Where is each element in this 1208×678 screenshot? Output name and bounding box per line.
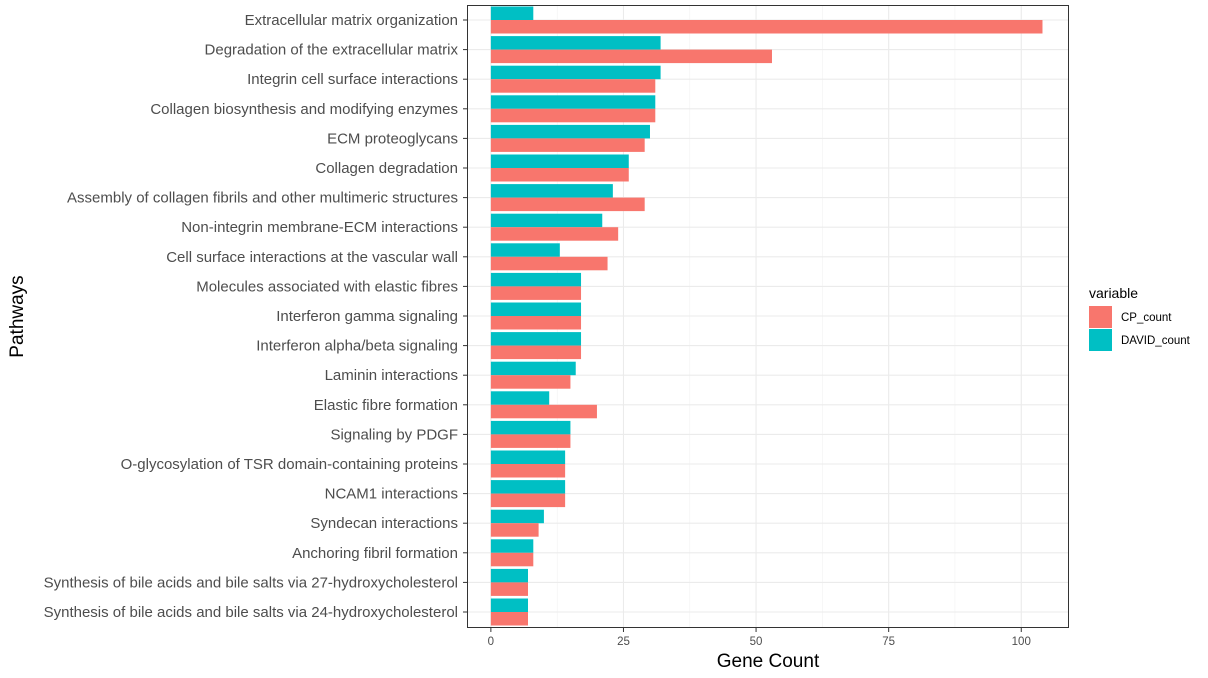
- bar-cp-count: [490, 168, 629, 182]
- category-labels: Extracellular matrix organization Degrada…: [44, 12, 459, 621]
- category-label: Syndecan interactions: [310, 515, 458, 532]
- category-label: Interferon gamma signaling: [276, 308, 458, 325]
- category-label: Integrin cell surface interactions: [247, 71, 458, 88]
- category-label: Collagen biosynthesis and modifying enzy…: [150, 101, 458, 118]
- legend-key-david-count: [1089, 329, 1112, 351]
- bar-cp-count: [490, 20, 1043, 34]
- category-label: Cell surface interactions at the vascula…: [166, 249, 458, 266]
- bar-david-count: [490, 36, 661, 50]
- category-label: Synthesis of bile acids and bile salts v…: [44, 604, 458, 621]
- x-tick-label: 25: [617, 636, 630, 648]
- category-label: O-glycosylation of TSR domain-containing…: [121, 456, 458, 473]
- bar-david-count: [490, 272, 582, 287]
- bar-cp-count: [490, 286, 582, 300]
- y-axis-title: Pathways: [7, 275, 28, 357]
- bar-david-count: [490, 568, 528, 583]
- bar-cp-count: [490, 227, 619, 241]
- bar-cp-count: [490, 404, 597, 419]
- bar-david-count: [490, 6, 534, 20]
- bar-david-count: [490, 480, 566, 494]
- bar-cp-count: [490, 108, 656, 123]
- category-label: Molecules associated with elastic fibres: [196, 278, 458, 295]
- bar-cp-count: [490, 434, 571, 448]
- category-label: Signaling by PDGF: [330, 426, 458, 443]
- bar-david-count: [490, 450, 566, 464]
- bar-cp-count: [490, 79, 656, 93]
- category-label: NCAM1 interactions: [325, 486, 458, 503]
- bar-david-count: [490, 598, 528, 612]
- bar-david-count: [490, 302, 582, 316]
- bar-cp-count: [490, 375, 571, 389]
- category-label: Anchoring fibril formation: [292, 545, 458, 562]
- category-label: Extracellular matrix organization: [245, 12, 458, 29]
- bar-cp-count: [490, 49, 772, 64]
- bar-cp-count: [490, 612, 528, 626]
- category-label: Laminin interactions: [325, 367, 458, 384]
- bar-david-count: [490, 65, 661, 80]
- bar-cp-count: [490, 464, 566, 478]
- bar-cp-count: [490, 256, 608, 271]
- bar-david-count: [490, 509, 544, 524]
- legend-label-cp-count: CP_count: [1121, 312, 1172, 324]
- bar-david-count: [490, 361, 576, 376]
- plot-panel-border: [467, 5, 1069, 628]
- bar-david-count: [490, 243, 560, 257]
- category-label: Assembly of collagen fibrils and other m…: [67, 190, 458, 207]
- bar-cp-count: [490, 345, 582, 360]
- legend: variable CP_count DAVID_count: [1089, 285, 1191, 351]
- bar-david-count: [490, 95, 656, 109]
- bar-david-count: [490, 539, 534, 553]
- bar-cp-count: [490, 552, 534, 567]
- x-tick-label: 0: [488, 636, 494, 648]
- x-axis-title: Gene Count: [717, 651, 820, 672]
- x-tick-label: 75: [882, 636, 895, 648]
- category-label: Degradation of the extracellular matrix: [205, 42, 459, 59]
- bar-david-count: [490, 420, 571, 435]
- category-label: Synthesis of bile acids and bile salts v…: [44, 574, 458, 591]
- axis-ticks: 0 25 50 75 100: [463, 19, 1031, 648]
- category-label: Elastic fibre formation: [314, 397, 458, 414]
- bar-david-count: [490, 332, 582, 346]
- x-tick-label: 50: [750, 636, 763, 648]
- category-label: Collagen degradation: [315, 160, 458, 177]
- bar-david-count: [490, 124, 650, 139]
- bar-cp-count: [490, 523, 539, 537]
- bar-david-count: [490, 184, 613, 198]
- legend-title: variable: [1089, 285, 1138, 301]
- bar-cp-count: [490, 493, 566, 508]
- bar-david-count: [490, 213, 603, 228]
- bar-david-count: [490, 154, 629, 168]
- legend-key-cp-count: [1089, 306, 1112, 328]
- legend-label-david-count: DAVID_count: [1121, 335, 1191, 347]
- bar-david-count: [490, 391, 550, 405]
- bar-cp-count: [490, 197, 645, 212]
- bar-cp-count: [490, 138, 645, 152]
- category-label: Non-integrin membrane-ECM interactions: [181, 219, 458, 236]
- x-tick-label: 100: [1012, 636, 1031, 648]
- bars: [490, 6, 1043, 626]
- bar-cp-count: [490, 316, 582, 330]
- category-label: Interferon alpha/beta signaling: [256, 338, 458, 355]
- category-label: ECM proteoglycans: [327, 130, 458, 147]
- bar-cp-count: [490, 582, 528, 596]
